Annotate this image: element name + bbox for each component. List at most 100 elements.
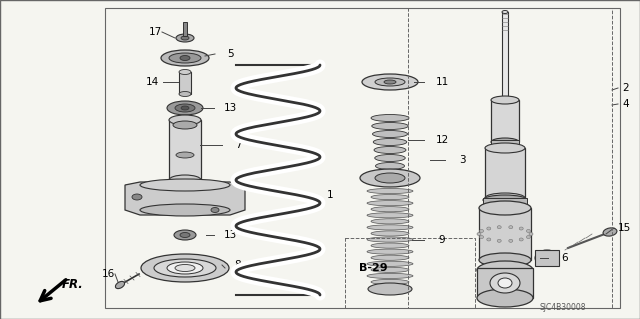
Ellipse shape: [487, 227, 491, 230]
Text: 14: 14: [145, 77, 159, 87]
Ellipse shape: [167, 262, 203, 274]
Text: 17: 17: [148, 27, 162, 37]
Ellipse shape: [371, 243, 409, 248]
Bar: [105, 8, 620, 308]
Ellipse shape: [542, 255, 552, 262]
Ellipse shape: [371, 279, 409, 285]
Ellipse shape: [173, 121, 197, 129]
Ellipse shape: [179, 70, 191, 75]
Ellipse shape: [371, 255, 409, 260]
Ellipse shape: [141, 254, 229, 282]
Ellipse shape: [174, 230, 196, 240]
Bar: [483, 198, 527, 206]
Ellipse shape: [519, 227, 524, 230]
Ellipse shape: [373, 138, 407, 145]
Text: FR.: FR.: [62, 278, 84, 292]
Ellipse shape: [487, 238, 491, 241]
Text: 7: 7: [235, 140, 241, 150]
Ellipse shape: [376, 170, 404, 177]
Bar: [479, 208, 531, 260]
Text: 2: 2: [623, 83, 629, 93]
Ellipse shape: [167, 101, 203, 115]
Ellipse shape: [368, 283, 412, 295]
Ellipse shape: [371, 219, 409, 224]
Ellipse shape: [180, 233, 190, 238]
Ellipse shape: [367, 261, 413, 266]
Ellipse shape: [479, 253, 531, 267]
Ellipse shape: [375, 154, 405, 161]
Ellipse shape: [181, 36, 189, 40]
Ellipse shape: [375, 78, 405, 86]
Ellipse shape: [371, 115, 409, 122]
Ellipse shape: [211, 207, 219, 212]
Bar: [491, 100, 519, 142]
Ellipse shape: [169, 115, 201, 125]
Text: B-29: B-29: [358, 263, 387, 273]
Bar: [169, 120, 201, 180]
Text: 16: 16: [101, 269, 115, 279]
Ellipse shape: [367, 237, 413, 242]
Bar: [535, 250, 559, 266]
Bar: [502, 12, 508, 107]
Ellipse shape: [490, 273, 520, 293]
Text: 9: 9: [438, 235, 445, 245]
Ellipse shape: [371, 267, 409, 272]
Ellipse shape: [140, 179, 230, 191]
Ellipse shape: [502, 11, 508, 13]
Ellipse shape: [132, 194, 142, 200]
Bar: [179, 72, 191, 94]
Ellipse shape: [376, 162, 404, 169]
Text: 13: 13: [223, 230, 237, 240]
Ellipse shape: [374, 146, 406, 153]
Ellipse shape: [485, 193, 525, 203]
Ellipse shape: [115, 281, 125, 289]
Ellipse shape: [483, 195, 527, 205]
Ellipse shape: [367, 201, 413, 206]
Text: 1: 1: [326, 190, 333, 200]
Ellipse shape: [362, 74, 418, 90]
Ellipse shape: [509, 239, 513, 242]
Text: 15: 15: [618, 223, 630, 233]
Ellipse shape: [372, 122, 408, 130]
Ellipse shape: [384, 80, 396, 84]
Text: 3: 3: [459, 155, 465, 165]
Ellipse shape: [491, 138, 519, 146]
Ellipse shape: [479, 229, 484, 233]
Ellipse shape: [371, 195, 409, 200]
Text: 11: 11: [435, 77, 449, 87]
Ellipse shape: [181, 106, 189, 110]
Text: 6: 6: [562, 253, 568, 263]
Ellipse shape: [367, 213, 413, 218]
Ellipse shape: [360, 169, 420, 187]
Ellipse shape: [527, 229, 531, 233]
Ellipse shape: [176, 34, 194, 42]
Ellipse shape: [371, 231, 409, 236]
Text: 5: 5: [227, 49, 234, 59]
Ellipse shape: [477, 233, 481, 235]
Bar: [485, 148, 525, 198]
Ellipse shape: [527, 235, 531, 239]
Ellipse shape: [509, 226, 513, 229]
Ellipse shape: [367, 225, 413, 230]
Ellipse shape: [491, 96, 519, 104]
Text: 13: 13: [223, 103, 237, 113]
Bar: [183, 22, 187, 36]
Ellipse shape: [367, 273, 413, 278]
Ellipse shape: [175, 264, 195, 271]
Ellipse shape: [180, 56, 190, 61]
Ellipse shape: [140, 204, 230, 216]
Text: 12: 12: [435, 135, 449, 145]
Ellipse shape: [169, 53, 201, 63]
Ellipse shape: [535, 250, 559, 266]
Ellipse shape: [498, 278, 512, 288]
Ellipse shape: [176, 152, 194, 158]
Ellipse shape: [485, 143, 525, 153]
Ellipse shape: [169, 175, 201, 185]
Bar: [408, 8, 612, 308]
Ellipse shape: [603, 228, 617, 236]
Ellipse shape: [519, 238, 524, 241]
Bar: [345, 238, 475, 308]
Ellipse shape: [367, 189, 413, 194]
Ellipse shape: [479, 201, 531, 215]
Ellipse shape: [372, 130, 408, 137]
